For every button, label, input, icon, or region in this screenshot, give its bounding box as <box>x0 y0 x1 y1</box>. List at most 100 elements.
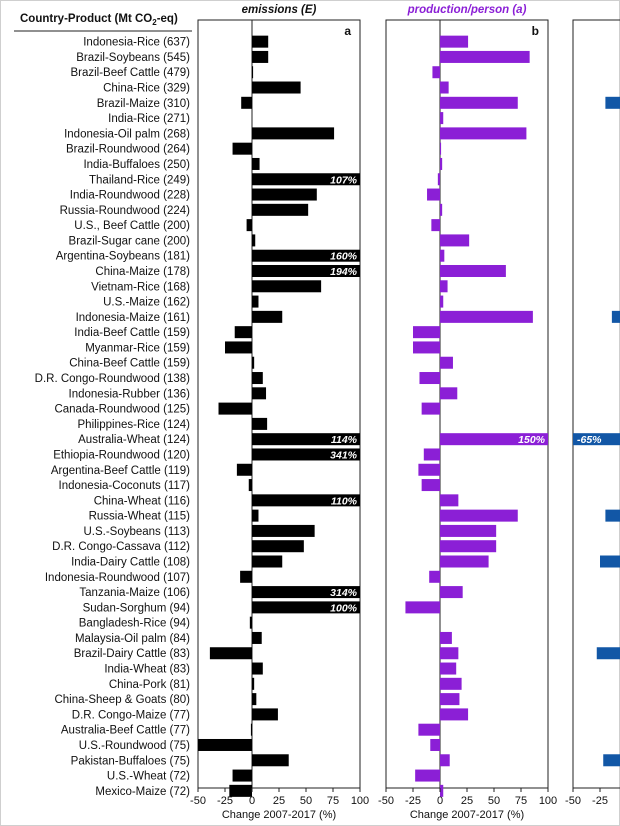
row-label: Argentina-Beef Cattle (119) <box>51 465 190 477</box>
bar <box>419 372 440 385</box>
bar <box>427 188 440 201</box>
bar-overflow-label: 160% <box>330 251 358 263</box>
bar <box>252 708 278 721</box>
bar <box>440 754 450 767</box>
bar-overflow-label: 114% <box>331 434 358 446</box>
bar <box>437 173 440 186</box>
x-tick-label: 50 <box>300 795 312 807</box>
bar <box>421 402 440 415</box>
bar <box>605 96 620 109</box>
bar <box>440 157 443 170</box>
row-label: Philippines-Rice (124) <box>78 419 191 431</box>
row-label: Brazil-Soybeans (545) <box>76 52 190 64</box>
bar <box>440 35 469 48</box>
row-label: India-Beef Cattle (159) <box>74 327 190 339</box>
row-label: U.S.-Soybeans (113) <box>83 526 190 538</box>
row-label: U.S.-Roundwood (75) <box>79 740 190 752</box>
row-label: Brazil-Maize (310) <box>97 98 190 110</box>
bar <box>603 754 620 767</box>
bar <box>252 264 360 277</box>
bar <box>249 616 252 629</box>
bar-overflow-label: 100% <box>330 602 358 614</box>
x-tick-label: -50 <box>565 795 581 807</box>
bar <box>605 509 620 522</box>
bar <box>440 555 489 568</box>
x-tick-label: 0 <box>437 795 443 807</box>
bar <box>252 417 268 430</box>
bar <box>252 555 283 568</box>
bar <box>440 295 444 308</box>
column-header: Country-Product (Mt CO2-eq) <box>14 13 192 32</box>
row-label: Russia-Wheat (115) <box>89 511 191 523</box>
bar <box>413 341 440 354</box>
bar <box>252 203 309 216</box>
bar <box>440 280 448 293</box>
panel-letter: a <box>344 24 351 38</box>
row-label: D.R. Congo-Cassava (112) <box>52 541 190 553</box>
row-label: Brazil-Roundwood (264) <box>66 144 190 156</box>
row-label: Brazil-Sugar cane (200) <box>69 235 191 247</box>
row-label: Thailand-Rice (249) <box>89 174 190 186</box>
row-label: Argentina-Soybeans (181) <box>56 251 190 263</box>
row-label: U.S.-Maize (162) <box>103 297 190 309</box>
bar <box>440 203 443 216</box>
row-label: China-Beef Cattle (159) <box>69 358 190 370</box>
x-tick-label: 0 <box>249 795 255 807</box>
bar <box>440 708 469 721</box>
bar <box>440 142 442 155</box>
bar <box>440 586 463 599</box>
bar <box>430 738 440 751</box>
row-label: Bangladesh-Rice (94) <box>79 618 190 630</box>
bar <box>432 66 440 79</box>
row-label: Australia-Wheat (124) <box>78 434 190 446</box>
bar-overflow-label: -65% <box>577 434 602 446</box>
bar-overflow-label: 194% <box>330 266 358 278</box>
row-label: India-Roundwood (228) <box>70 190 190 202</box>
row-label: Myanmar-Rice (159) <box>85 342 190 354</box>
bar <box>413 326 440 339</box>
bar <box>440 96 518 109</box>
row-label: China-Wheat (116) <box>94 495 190 507</box>
bar-overflow-label: 341% <box>330 449 358 461</box>
bar <box>229 784 252 797</box>
bar <box>252 509 259 522</box>
bar <box>440 540 497 553</box>
bar <box>440 127 527 140</box>
bar <box>232 769 252 782</box>
bar <box>431 219 440 232</box>
panel-title: emissions (E) <box>242 4 317 16</box>
panel-a: emissions (E) a 107% 160% 194% 114% 341% 110% 31… <box>190 4 369 821</box>
bar <box>440 693 460 706</box>
x-tick-label: 50 <box>488 795 500 807</box>
row-label: Vietnam-Rice (168) <box>91 281 190 293</box>
bar <box>440 647 459 660</box>
bar <box>252 81 301 94</box>
row-label: China-Sheep & Goats (80) <box>54 694 190 706</box>
bar <box>596 647 620 660</box>
row-label: India-Dairy Cattle (108) <box>71 557 190 569</box>
x-axis-label: Change 2007-2017 (%) <box>222 809 336 821</box>
bar <box>252 356 255 369</box>
row-label: China-Pork (81) <box>109 679 190 691</box>
bar <box>440 494 459 507</box>
row-label: D.R. Congo-Maize (77) <box>72 709 190 721</box>
bar <box>209 647 252 660</box>
bar <box>252 50 269 63</box>
bar <box>440 81 449 94</box>
row-label: Indonesia-Coconuts (117) <box>59 480 191 492</box>
bar <box>250 723 252 736</box>
row-label: China-Rice (329) <box>103 83 190 95</box>
x-tick-label: -50 <box>378 795 394 807</box>
x-tick-label: 75 <box>327 795 339 807</box>
bar <box>252 677 255 690</box>
row-label: Tanzania-Maize (106) <box>79 587 190 599</box>
bar <box>252 249 360 262</box>
x-tick-label: 25 <box>461 795 473 807</box>
bar <box>218 402 252 415</box>
bar <box>440 662 457 675</box>
bar <box>611 310 620 323</box>
x-tick-label: -25 <box>405 795 421 807</box>
x-tick-label: 100 <box>539 795 557 807</box>
